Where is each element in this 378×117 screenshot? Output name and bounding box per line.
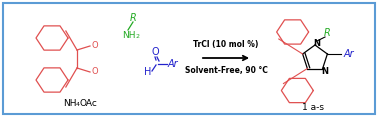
Text: O: O [91, 68, 98, 77]
Text: O: O [151, 47, 159, 57]
Text: Solvent-Free, 90 °C: Solvent-Free, 90 °C [184, 66, 268, 75]
Text: 2: 2 [135, 35, 139, 40]
Text: N: N [321, 67, 328, 76]
Text: TrCl (10 mol %): TrCl (10 mol %) [193, 40, 259, 49]
Text: 4: 4 [76, 102, 80, 108]
Text: Ar: Ar [343, 49, 354, 59]
Text: 1 a-s: 1 a-s [302, 104, 324, 113]
Text: N: N [313, 38, 321, 48]
Text: H: H [144, 67, 152, 77]
Text: NH: NH [63, 99, 76, 108]
Text: NH: NH [122, 31, 135, 40]
Text: O: O [91, 42, 98, 51]
Text: OAc: OAc [80, 99, 98, 108]
Text: R: R [130, 13, 136, 23]
Text: R: R [324, 28, 330, 38]
Text: Ar: Ar [168, 59, 179, 69]
